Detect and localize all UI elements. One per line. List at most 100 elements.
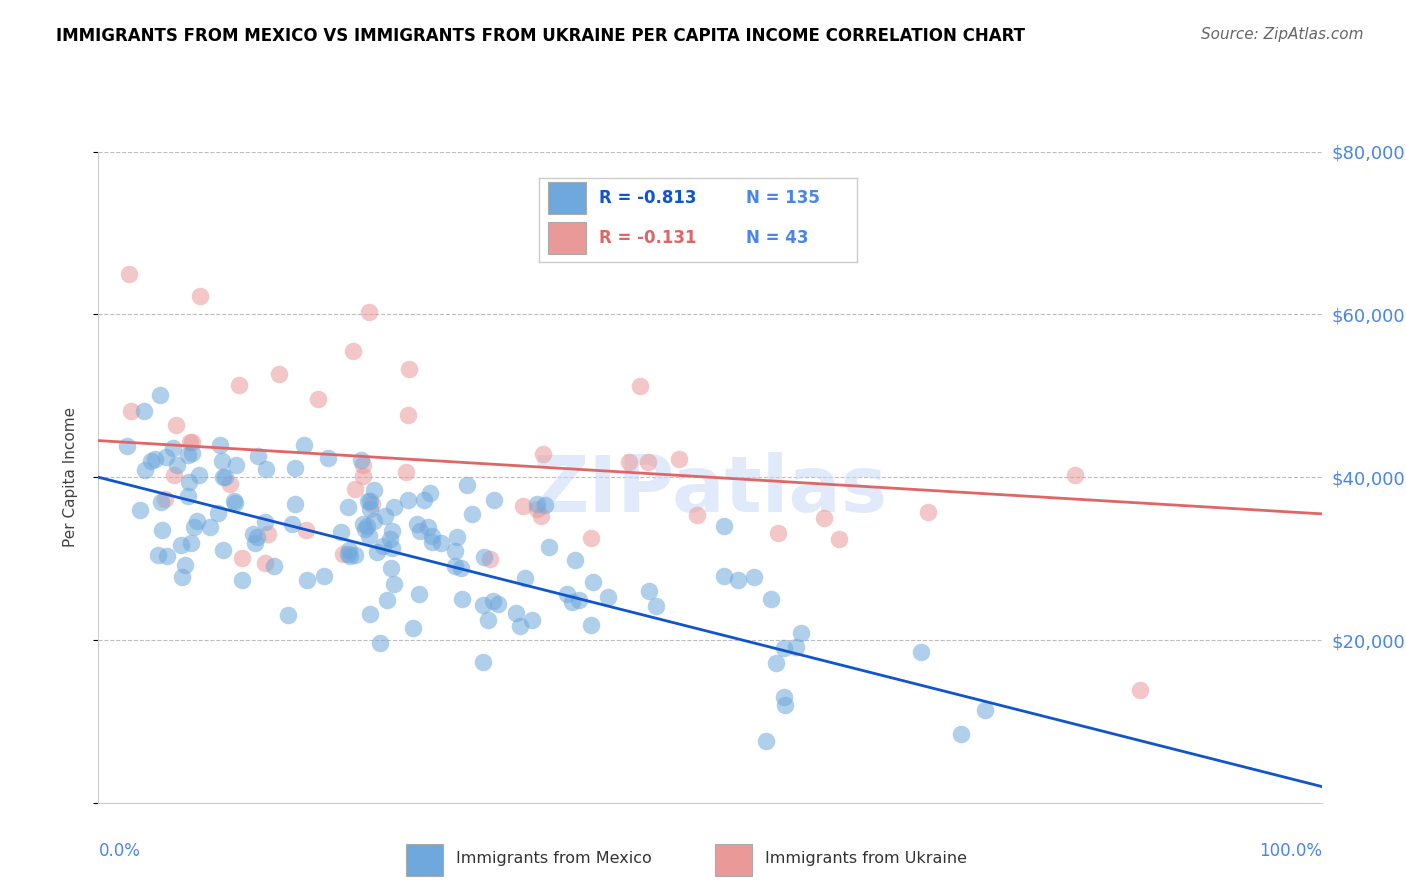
Point [337,543,360,558]
Text: 0.0%: 0.0% [98,842,141,860]
Point [354,522,377,536]
Text: Source: ZipAtlas.com: Source: ZipAtlas.com [1201,27,1364,42]
Point [444,559,467,574]
Point [582,574,605,589]
Point [181,434,204,449]
Point [418,520,440,534]
Point [472,549,495,564]
Point [231,574,253,588]
Point [254,556,277,570]
Point [352,517,374,532]
Text: N = 43: N = 43 [745,228,808,247]
Point [561,595,583,609]
Point [212,543,235,558]
Point [382,500,405,515]
Point [581,617,603,632]
Point [153,491,176,506]
Point [295,523,318,537]
Point [363,514,385,528]
Point [350,453,373,467]
Point [134,403,156,417]
Point [713,569,735,583]
Point [773,698,796,712]
Point [451,591,474,606]
Text: IMMIGRANTS FROM MEXICO VS IMMIGRANTS FROM UKRAINE PER CAPITA INCOME CORRELATION : IMMIGRANTS FROM MEXICO VS IMMIGRANTS FRO… [56,27,1025,45]
Point [359,494,381,508]
FancyBboxPatch shape [548,222,586,254]
Point [406,517,429,532]
Point [242,527,264,541]
Point [352,458,374,472]
Point [402,621,425,635]
Point [179,435,201,450]
Point [481,593,503,607]
Point [342,343,364,358]
Point [150,495,173,509]
Text: Immigrants from Mexico: Immigrants from Mexico [456,851,651,866]
Text: R = -0.131: R = -0.131 [599,228,697,247]
Point [156,549,179,563]
Point [166,458,188,473]
Point [373,539,395,553]
Point [176,489,198,503]
Point [668,452,690,467]
Text: N = 135: N = 135 [745,189,820,207]
Point [254,515,277,529]
Point [375,592,398,607]
Point [344,548,367,562]
Point [472,598,495,612]
Point [568,592,591,607]
Point [512,499,534,513]
Point [531,447,554,461]
Point [207,506,229,520]
Point [225,458,247,472]
Point [505,607,527,621]
Point [231,550,253,565]
Text: Immigrants from Ukraine: Immigrants from Ukraine [765,851,967,866]
Point [526,497,548,511]
Point [420,534,443,549]
Point [307,392,329,407]
Point [637,455,659,469]
Point [281,516,304,531]
Point [336,547,359,561]
Point [257,526,280,541]
Point [638,583,661,598]
Point [149,388,172,402]
Point [564,553,586,567]
FancyBboxPatch shape [548,182,586,214]
Point [765,656,787,670]
Point [910,645,932,659]
Point [209,437,232,451]
Point [755,733,778,747]
Point [617,455,640,469]
Point [357,494,380,508]
Point [263,559,285,574]
Point [555,587,578,601]
Point [332,547,354,561]
Point [949,727,972,741]
Point [790,625,813,640]
Point [396,492,419,507]
Point [224,496,246,510]
Point [211,454,233,468]
Point [243,535,266,549]
Point [181,445,204,459]
Point [813,511,835,525]
Point [343,482,366,496]
Point [120,404,142,418]
Point [330,524,353,539]
Point [759,591,782,606]
Point [773,640,796,655]
Point [482,493,505,508]
Text: ZIPatlas: ZIPatlas [533,452,887,528]
Y-axis label: Per Capita Income: Per Capita Income [63,407,77,548]
Point [134,463,156,477]
Point [368,636,391,650]
FancyBboxPatch shape [406,844,443,876]
Point [380,561,402,575]
Point [129,503,152,517]
Point [520,614,543,628]
Point [118,267,141,281]
Point [312,569,335,583]
